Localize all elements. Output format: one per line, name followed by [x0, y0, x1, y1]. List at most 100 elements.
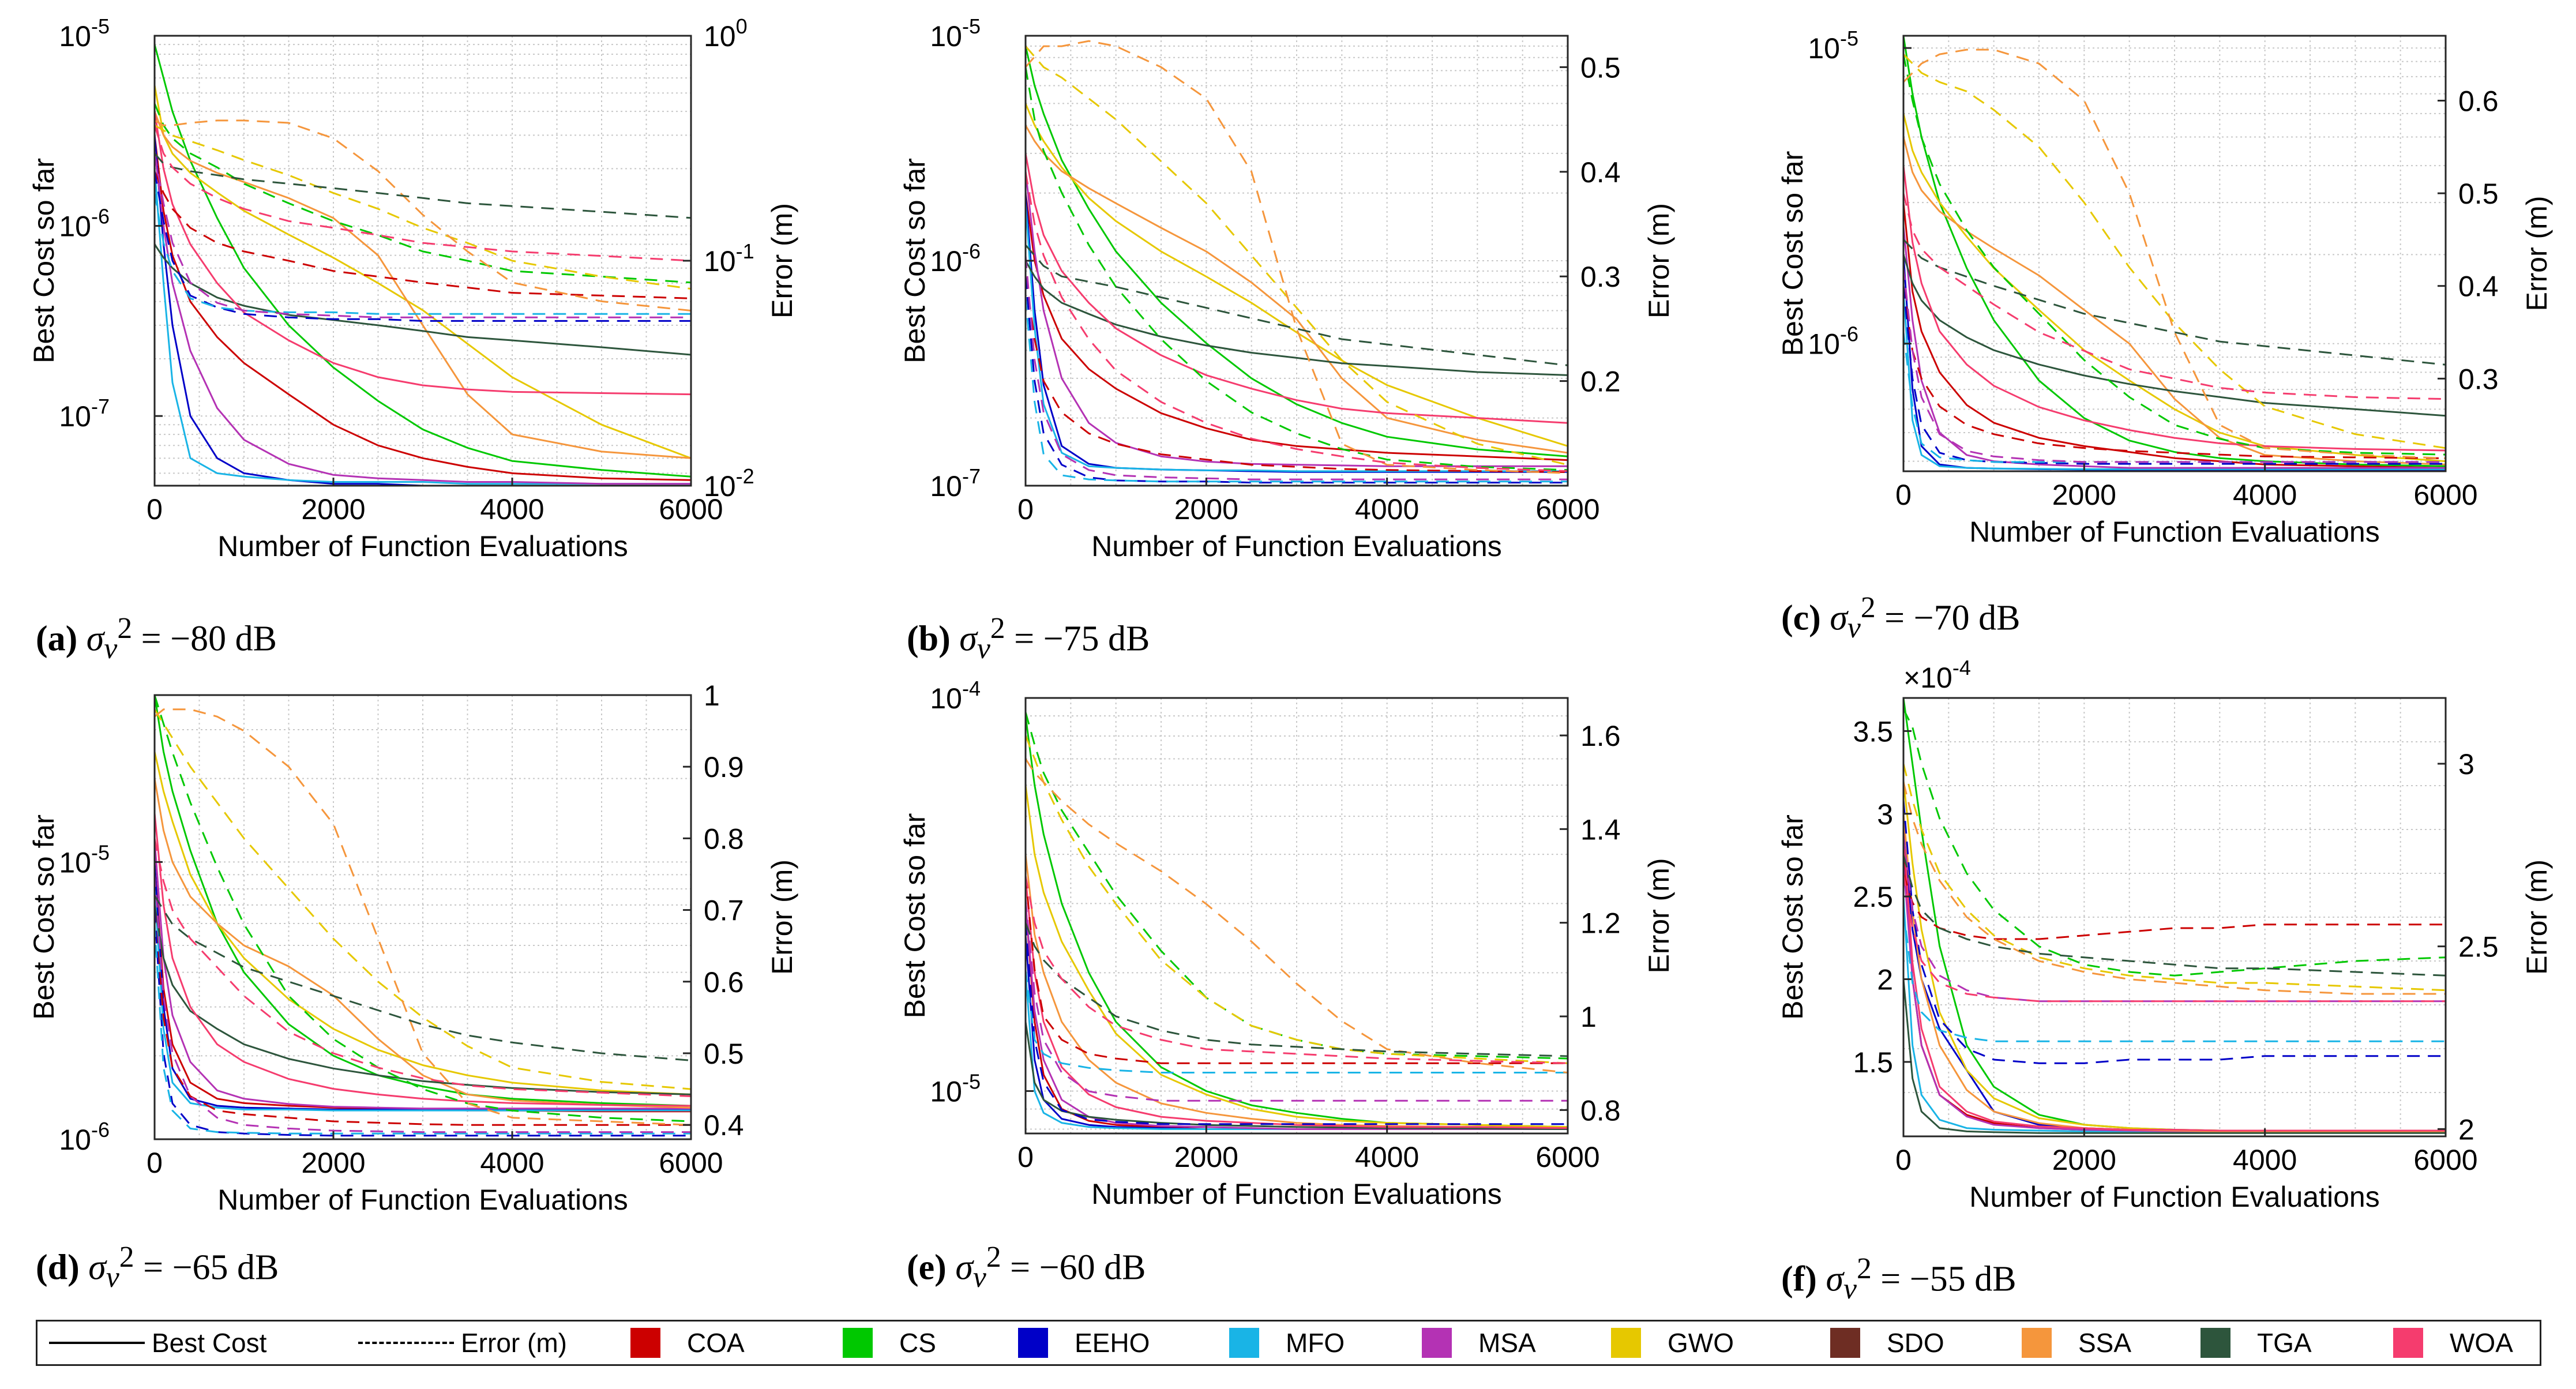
legend-label: EEHO — [1075, 1328, 1150, 1358]
y-right-axis-label: Error (m) — [766, 203, 798, 318]
x-axis-label: Number of Function Evaluations — [1091, 1178, 1501, 1210]
y-right-axis-label: Error (m) — [2521, 196, 2553, 311]
series-line-msa-best — [155, 840, 691, 1110]
sigma-sub: ν — [1847, 611, 1861, 645]
y-left-tick-label: 10-7 — [930, 464, 981, 502]
y-left-tick-label: 10-5 — [59, 840, 110, 879]
series-line-eeho-error — [155, 171, 691, 322]
y-right-tick-label: 0.6 — [704, 966, 744, 998]
series-line-gwo-best — [1026, 103, 1568, 447]
caption-value: = −80 dB — [132, 619, 277, 659]
caption-value: = −55 dB — [1871, 1259, 2017, 1299]
y-right-tick-label: 0.6 — [2458, 85, 2499, 117]
y-left-axis-label: Best Cost so far — [1777, 814, 1809, 1020]
legend-label: GWO — [1668, 1328, 1734, 1358]
x-tick-label: 4000 — [2233, 479, 2297, 511]
series-line-tga-error — [155, 152, 691, 219]
y-right-axis-label: Error (m) — [766, 859, 798, 975]
sigma-sup: 2 — [117, 612, 133, 645]
series-line-gwo-error — [1903, 54, 2446, 449]
series-line-tga-error — [1903, 854, 2446, 977]
x-tick-label: 2000 — [301, 1147, 365, 1179]
legend-label: Best Cost — [152, 1328, 267, 1358]
x-tick-label: 6000 — [1535, 493, 1599, 525]
legend-label: SSA — [2078, 1328, 2132, 1358]
y-right-axis-label: Error (m) — [2521, 859, 2553, 975]
y-right-axis-label: Error (m) — [1643, 203, 1675, 318]
caption-value: = −70 dB — [1875, 598, 2021, 638]
legend-msa: MSA — [1422, 1322, 1536, 1364]
series-line-mfo-best — [1903, 291, 2446, 470]
series-line-coa-error — [1903, 286, 2446, 459]
series-line-woa-best — [1903, 830, 2446, 1132]
series-line-msa-best — [1903, 226, 2446, 469]
series-group — [1903, 698, 2446, 1134]
x-axis-label: Number of Function Evaluations — [217, 530, 628, 562]
y-right-tick-label: 0.5 — [704, 1038, 744, 1070]
y-left-axis-label: Best Cost so far — [28, 814, 60, 1020]
series-line-mfo-error — [155, 924, 691, 1135]
series-line-tga-error — [155, 895, 691, 1061]
sigma-sub: ν — [104, 632, 118, 666]
series-line-coa-error — [155, 171, 691, 299]
y-right-tick-label: 2.5 — [2458, 931, 2499, 963]
color-swatch-icon — [1830, 1328, 1860, 1358]
y-right-tick-label: 0.7 — [704, 895, 744, 927]
legend-error: Error (m) — [358, 1322, 567, 1364]
series-line-coa-error — [155, 910, 691, 1126]
grid — [1903, 36, 2446, 471]
sigma-sub: ν — [972, 1261, 986, 1294]
color-swatch-icon — [1422, 1328, 1452, 1358]
series-line-cs-error — [155, 695, 691, 1123]
series-line-eeho-error — [1903, 286, 2446, 465]
caption-f: (f) σν2 = −55 dB — [1781, 1252, 2017, 1306]
x-tick-label: 4000 — [2233, 1144, 2297, 1176]
legend-tga: TGA — [2201, 1322, 2312, 1364]
x-tick-label: 0 — [147, 493, 163, 525]
series-line-mfo-best — [1026, 203, 1568, 472]
caption-tag: (e) — [907, 1248, 947, 1287]
x-tick-label: 6000 — [659, 493, 723, 525]
series-line-coa-error — [1903, 873, 2446, 940]
series-group — [1903, 36, 2446, 471]
x-tick-label: 2000 — [2052, 1144, 2116, 1176]
series-line-gwo-best — [1026, 785, 1568, 1128]
x-tick-label: 4000 — [1355, 1141, 1419, 1173]
series-group — [155, 44, 691, 486]
caption-tag: (b) — [907, 619, 951, 659]
y-left-tick-label: 1.5 — [1853, 1046, 1893, 1079]
caption-a: (a) σν2 = −80 dB — [36, 611, 277, 666]
y-left-axis-label: Best Cost so far — [1777, 151, 1809, 356]
series-line-msa-error — [1026, 255, 1568, 480]
legend-label: TGA — [2257, 1328, 2312, 1358]
caption-tag: (d) — [36, 1248, 80, 1287]
series-line-tga-error — [1903, 239, 2446, 366]
legend-label: MSA — [1478, 1328, 1536, 1358]
series-line-woa-error — [155, 125, 691, 262]
series-line-gwo-best — [155, 85, 691, 459]
y-right-tick-label: 0.8 — [704, 823, 744, 855]
color-swatch-icon — [843, 1328, 873, 1358]
series-line-msa-error — [1026, 899, 1568, 1102]
sigma-sup: 2 — [986, 1241, 1001, 1274]
series-line-cs-error — [1903, 54, 2446, 456]
y-left-tick-label: 10-7 — [59, 395, 110, 433]
legend-label: COA — [687, 1328, 745, 1358]
legend-gwo: GWO — [1611, 1322, 1734, 1364]
series-line-cs-error — [1026, 67, 1568, 471]
y-left-tick-label: 10-6 — [930, 239, 981, 277]
series-line-woa-best — [1026, 877, 1568, 1129]
series-line-msa-error — [155, 874, 691, 1133]
series-line-ssa-error — [1026, 758, 1568, 1073]
y-right-tick-label: 0.5 — [1580, 51, 1621, 84]
series-line-gwo-error — [1026, 735, 1568, 1064]
series-line-gwo-error — [155, 709, 691, 1090]
y-left-tick-label: 3 — [1877, 798, 1893, 831]
series-line-coa-error — [1026, 876, 1568, 1064]
caption-b: (b) σν2 = −75 dB — [907, 611, 1150, 666]
caption-value: = −75 dB — [1005, 619, 1150, 659]
y-left-tick-label: 10-6 — [59, 1118, 110, 1156]
y-right-tick-label: 1 — [1580, 1001, 1597, 1033]
series-line-coa-best — [1026, 193, 1568, 461]
